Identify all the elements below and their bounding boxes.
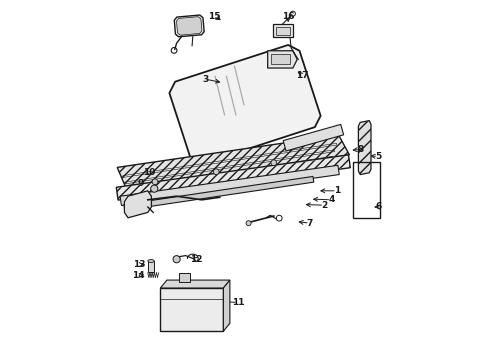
Bar xyxy=(148,261,154,272)
Polygon shape xyxy=(223,280,230,331)
Text: 15: 15 xyxy=(208,12,220,21)
Text: 14: 14 xyxy=(132,271,145,280)
Polygon shape xyxy=(273,24,293,37)
Text: 7: 7 xyxy=(307,219,313,228)
Bar xyxy=(270,54,290,64)
Polygon shape xyxy=(120,165,339,206)
Text: 9: 9 xyxy=(137,179,144,188)
Text: 3: 3 xyxy=(202,75,209,84)
Circle shape xyxy=(271,160,277,166)
Text: 5: 5 xyxy=(375,152,381,161)
Polygon shape xyxy=(117,135,349,193)
Polygon shape xyxy=(116,155,350,200)
Bar xyxy=(179,273,190,282)
Polygon shape xyxy=(176,17,202,35)
Text: 1: 1 xyxy=(334,186,340,195)
Text: 16: 16 xyxy=(282,12,294,21)
Text: 2: 2 xyxy=(321,201,327,210)
Circle shape xyxy=(151,185,158,192)
Text: 17: 17 xyxy=(296,71,309,80)
Ellipse shape xyxy=(148,260,154,262)
Polygon shape xyxy=(174,15,204,37)
Polygon shape xyxy=(268,51,297,68)
Text: 11: 11 xyxy=(232,298,244,307)
Polygon shape xyxy=(124,191,151,218)
Polygon shape xyxy=(283,125,343,151)
Circle shape xyxy=(213,169,219,175)
Text: 12: 12 xyxy=(190,255,203,264)
Bar xyxy=(353,162,380,218)
Text: 10: 10 xyxy=(144,168,156,177)
Polygon shape xyxy=(358,121,371,175)
Polygon shape xyxy=(124,176,314,210)
Polygon shape xyxy=(170,45,320,164)
Circle shape xyxy=(152,179,158,185)
Circle shape xyxy=(276,215,282,221)
Text: 8: 8 xyxy=(357,145,363,154)
Circle shape xyxy=(246,221,251,226)
Text: 13: 13 xyxy=(133,260,145,269)
Bar xyxy=(276,27,290,35)
Circle shape xyxy=(173,256,180,263)
Polygon shape xyxy=(160,288,223,331)
Text: 4: 4 xyxy=(328,195,335,204)
Polygon shape xyxy=(160,280,230,288)
Text: 6: 6 xyxy=(375,202,381,211)
